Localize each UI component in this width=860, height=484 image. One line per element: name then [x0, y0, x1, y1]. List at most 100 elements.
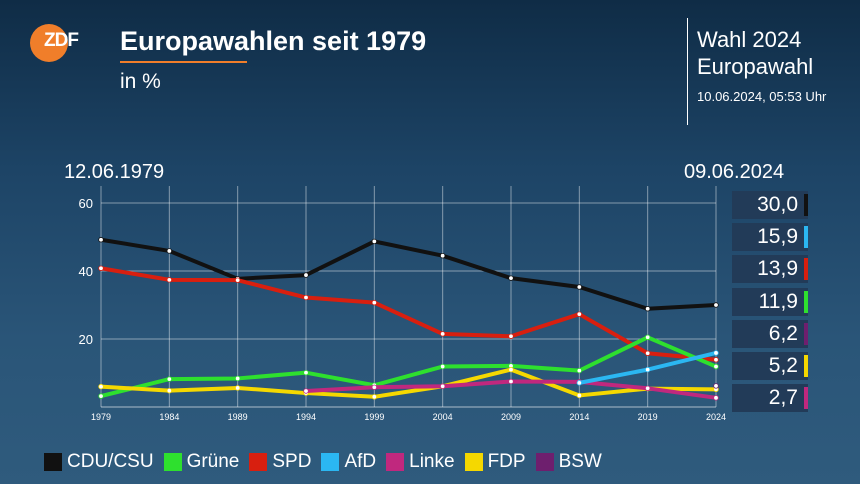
result-box-fdp: 5,2 — [732, 352, 808, 380]
point-fdp-2014 — [576, 392, 583, 399]
point-spd-1984 — [166, 277, 173, 283]
series-line-fdp — [99, 367, 718, 399]
point-spd-1994 — [303, 294, 309, 301]
result-value: 6,2 — [768, 321, 798, 345]
point-afd-2014 — [576, 380, 583, 386]
point-spd-2004 — [439, 331, 446, 337]
point-gr-ne-1979 — [98, 393, 104, 399]
point-gr-ne-1984 — [166, 376, 173, 382]
point-spd-1979 — [98, 265, 104, 271]
result-color-bar — [804, 226, 808, 249]
result-box-afd: 15,9 — [732, 223, 808, 252]
point-cdu-csu-2014 — [576, 284, 583, 290]
point-spd-2019 — [644, 350, 651, 356]
legend-swatch — [44, 453, 62, 471]
zdf-logo — [30, 24, 68, 62]
point-linke-2024 — [713, 395, 719, 401]
legend-label: AfD — [344, 451, 377, 472]
election-title: Wahl 2024 Europawahl — [697, 26, 813, 80]
x-tick-label-1979: 1979 — [91, 412, 111, 422]
election-line-2: Europawahl — [697, 54, 814, 79]
y-tick-label-20: 20 — [79, 332, 93, 347]
legend-swatch — [249, 453, 268, 471]
point-cdu-csu-1999 — [371, 238, 378, 245]
x-tick-label-2009: 2009 — [501, 412, 521, 422]
timestamp: 10.06.2024, 05:53 Uhr — [697, 89, 827, 104]
point-cdu-csu-2004 — [439, 252, 446, 259]
legend-item-afd: AfD — [321, 451, 376, 473]
end-date: 09.06.2024 — [684, 161, 785, 183]
point-gr-ne-2019 — [644, 334, 651, 340]
legend-item-spd: SPD — [249, 451, 311, 473]
legend-item-cdu-csu: CDU/CSU — [44, 451, 154, 473]
point-fdp-2009 — [508, 366, 514, 373]
point-afd-2019 — [644, 366, 651, 373]
point-linke-2004 — [439, 383, 446, 389]
point-linke-1999 — [371, 384, 378, 390]
result-value: 13,9 — [757, 257, 798, 281]
point-gr-ne-2024 — [713, 363, 719, 370]
legend-item-fdp: FDP — [464, 451, 526, 473]
point-spd-1989 — [234, 277, 241, 283]
series-line-gr-ne — [99, 335, 718, 399]
chart-subtitle: in % — [120, 70, 161, 93]
point-fdp-1984 — [166, 387, 173, 394]
result-box-spd: 13,9 — [732, 255, 808, 284]
chart-legend: CDU/CSU Grüne SPD AfD Linke FDP BSW — [44, 451, 602, 473]
legend-swatch — [386, 453, 405, 471]
legend-swatch — [321, 453, 340, 471]
x-tick-label-1984: 1984 — [159, 412, 179, 422]
legend-label: BSW — [558, 451, 602, 472]
result-box-cdu-csu: 30,0 — [732, 191, 808, 219]
x-tick-label-1999: 1999 — [364, 412, 384, 422]
point-spd-1999 — [371, 299, 378, 306]
result-value: 5,2 — [768, 354, 798, 377]
result-value: 15,9 — [757, 225, 798, 249]
chart-title: Europawahlen seit 1979 — [120, 26, 427, 56]
result-color-bar — [804, 290, 808, 313]
legend-item-gr-ne: Grüne — [163, 451, 240, 473]
legend-label: Grüne — [186, 451, 240, 472]
point-linke-1994 — [303, 388, 309, 394]
legend-label: CDU/CSU — [67, 451, 154, 472]
point-spd-2014 — [576, 311, 583, 317]
result-color-bar — [804, 258, 808, 281]
result-value: 30,0 — [757, 193, 798, 216]
result-box-gr-ne: 11,9 — [732, 287, 808, 316]
point-linke-2019 — [644, 385, 651, 391]
point-fdp-1989 — [234, 385, 241, 391]
point-cdu-csu-2019 — [644, 306, 651, 312]
result-box-bsw: 6,2 — [732, 319, 808, 348]
series-line-spd — [99, 266, 718, 362]
point-fdp-1979 — [98, 383, 104, 390]
point-cdu-csu-2024 — [713, 302, 719, 308]
result-color-bar — [804, 355, 808, 377]
result-box-linke: 2,7 — [732, 384, 808, 413]
point-bsw-2024 — [713, 383, 719, 389]
legend-label: Linke — [409, 451, 455, 472]
title-underline — [120, 61, 247, 63]
legend-swatch — [464, 453, 483, 471]
legend-swatch — [163, 453, 182, 471]
point-fdp-1999 — [371, 394, 378, 400]
result-value: 11,9 — [758, 289, 798, 313]
result-color-bar — [804, 387, 808, 410]
point-cdu-csu-1979 — [98, 237, 104, 243]
point-gr-ne-1994 — [303, 369, 309, 376]
legend-label: FDP — [487, 451, 526, 472]
point-gr-ne-2004 — [439, 363, 446, 370]
legend-item-linke: Linke — [386, 451, 455, 473]
election-line-1: Wahl 2024 — [697, 27, 802, 52]
result-color-bar — [804, 322, 808, 345]
point-spd-2024 — [713, 357, 719, 363]
point-spd-2009 — [508, 333, 514, 339]
point-afd-2024 — [713, 350, 719, 356]
x-tick-label-2004: 2004 — [433, 412, 453, 422]
point-cdu-csu-1994 — [303, 272, 309, 278]
x-tick-label-2019: 2019 — [638, 412, 658, 422]
header-divider — [687, 18, 688, 125]
point-cdu-csu-2009 — [508, 275, 514, 281]
point-linke-2009 — [508, 378, 514, 385]
zdf-logo-text: ZDF — [44, 30, 79, 51]
